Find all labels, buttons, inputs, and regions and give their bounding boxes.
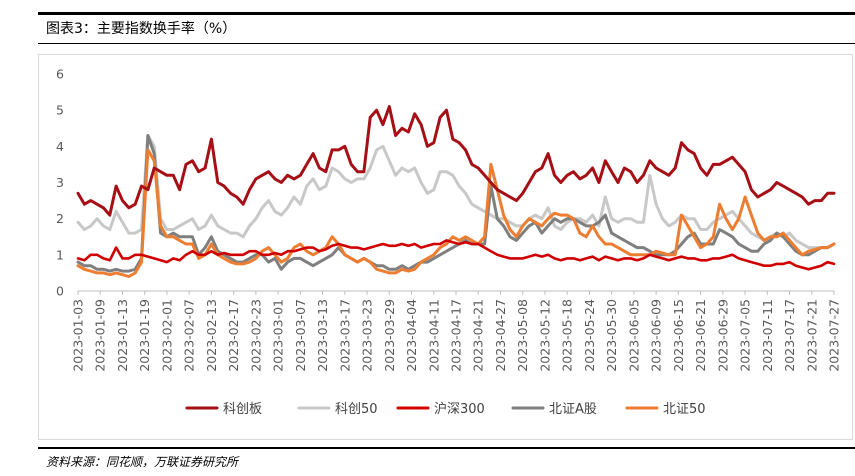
- series-layer: [76, 105, 836, 278]
- x-tick-label: 2023-07-27: [827, 299, 842, 372]
- x-tick-label: 2023-05-18: [560, 299, 575, 372]
- x-tick-label: 2023-06-29: [715, 299, 730, 372]
- x-tick-label: 2023-02-07: [182, 299, 197, 372]
- x-tick-label: 2023-02-17: [226, 299, 241, 372]
- x-tick-label: 2023-01-13: [115, 299, 130, 372]
- bottom-rule: [38, 447, 855, 449]
- legend-label-1: 科创50: [335, 402, 378, 417]
- legend-label-0: 科创板: [223, 402, 262, 417]
- x-tick-label: 2023-03-07: [293, 299, 308, 372]
- x-tick-label: 2023-03-13: [315, 299, 330, 372]
- legend-label-2: 沪深300: [434, 401, 485, 417]
- y-axis: 0 1 2 3 4 5 6: [56, 67, 64, 299]
- x-tick-label: 2023-03-17: [337, 299, 352, 372]
- x-tick-label: 2023-03-23: [360, 299, 375, 372]
- x-tick-label: 2023-02-13: [204, 299, 219, 372]
- x-tick-label: 2023-06-09: [649, 299, 664, 372]
- x-tick-label: 2023-04-27: [493, 299, 508, 372]
- y-tick-label: 1: [56, 247, 64, 262]
- x-tick-label: 2023-06-21: [693, 299, 708, 372]
- x-tick-label: 2023-05-08: [515, 299, 530, 372]
- y-tick-label: 2: [56, 211, 64, 226]
- x-tick-label: 2023-07-11: [760, 299, 775, 372]
- x-tick-label: 2023-01-09: [93, 299, 108, 372]
- top-rule: [38, 12, 855, 15]
- x-tick-label: 2023-07-17: [782, 299, 797, 372]
- x-tick-label: 2023-05-12: [537, 299, 552, 372]
- x-tick-label: 2023-04-11: [426, 299, 441, 372]
- y-tick-label: 5: [56, 103, 64, 118]
- x-tick-label: 2023-02-23: [248, 299, 263, 372]
- series-line-1: [76, 134, 836, 250]
- y-tick-label: 3: [56, 175, 64, 190]
- x-tick-label: 2023-05-30: [604, 299, 619, 372]
- y-tick-label: 0: [56, 284, 64, 299]
- x-tick-label: 2023-05-24: [582, 299, 597, 372]
- x-tick-label: 2023-04-17: [449, 299, 464, 372]
- legend: 科创板 科创50 沪深300 北证A股 北证50: [185, 401, 706, 417]
- x-tick-label: 2023-06-15: [671, 299, 686, 372]
- legend-label-4: 北证50: [663, 402, 706, 417]
- x-tick-label: 2023-03-29: [382, 299, 397, 372]
- x-tick-label: 2023-01-19: [137, 299, 152, 372]
- x-tick-label: 2023-04-04: [404, 299, 419, 372]
- x-tick-label: 2023-06-05: [626, 299, 641, 372]
- figure-title: 图表3：主要指数换手率（%）: [46, 21, 237, 37]
- x-tick-label: 2023-04-21: [471, 299, 486, 372]
- y-tick-label: 6: [56, 67, 64, 82]
- x-tick-label: 2023-07-21: [804, 299, 819, 372]
- series-line-0: [76, 105, 836, 217]
- legend-label-3: 北证A股: [549, 402, 597, 417]
- x-tick-label: 2023-01-03: [71, 299, 86, 372]
- source-note: 资料来源：同花顺，万联证券研究所: [46, 455, 239, 469]
- x-tick-label: 2023-03-01: [271, 299, 286, 372]
- chart-frame: [38, 54, 853, 440]
- x-tick-label: 2023-02-01: [159, 299, 174, 372]
- title-separator: [38, 43, 855, 44]
- x-axis: 2023-01-03 2023-01-09 2023-01-13 2023-01-19…: [71, 290, 842, 372]
- series-line-2: [76, 239, 836, 271]
- x-tick-label: 2023-07-05: [738, 299, 753, 372]
- y-tick-label: 4: [56, 139, 64, 154]
